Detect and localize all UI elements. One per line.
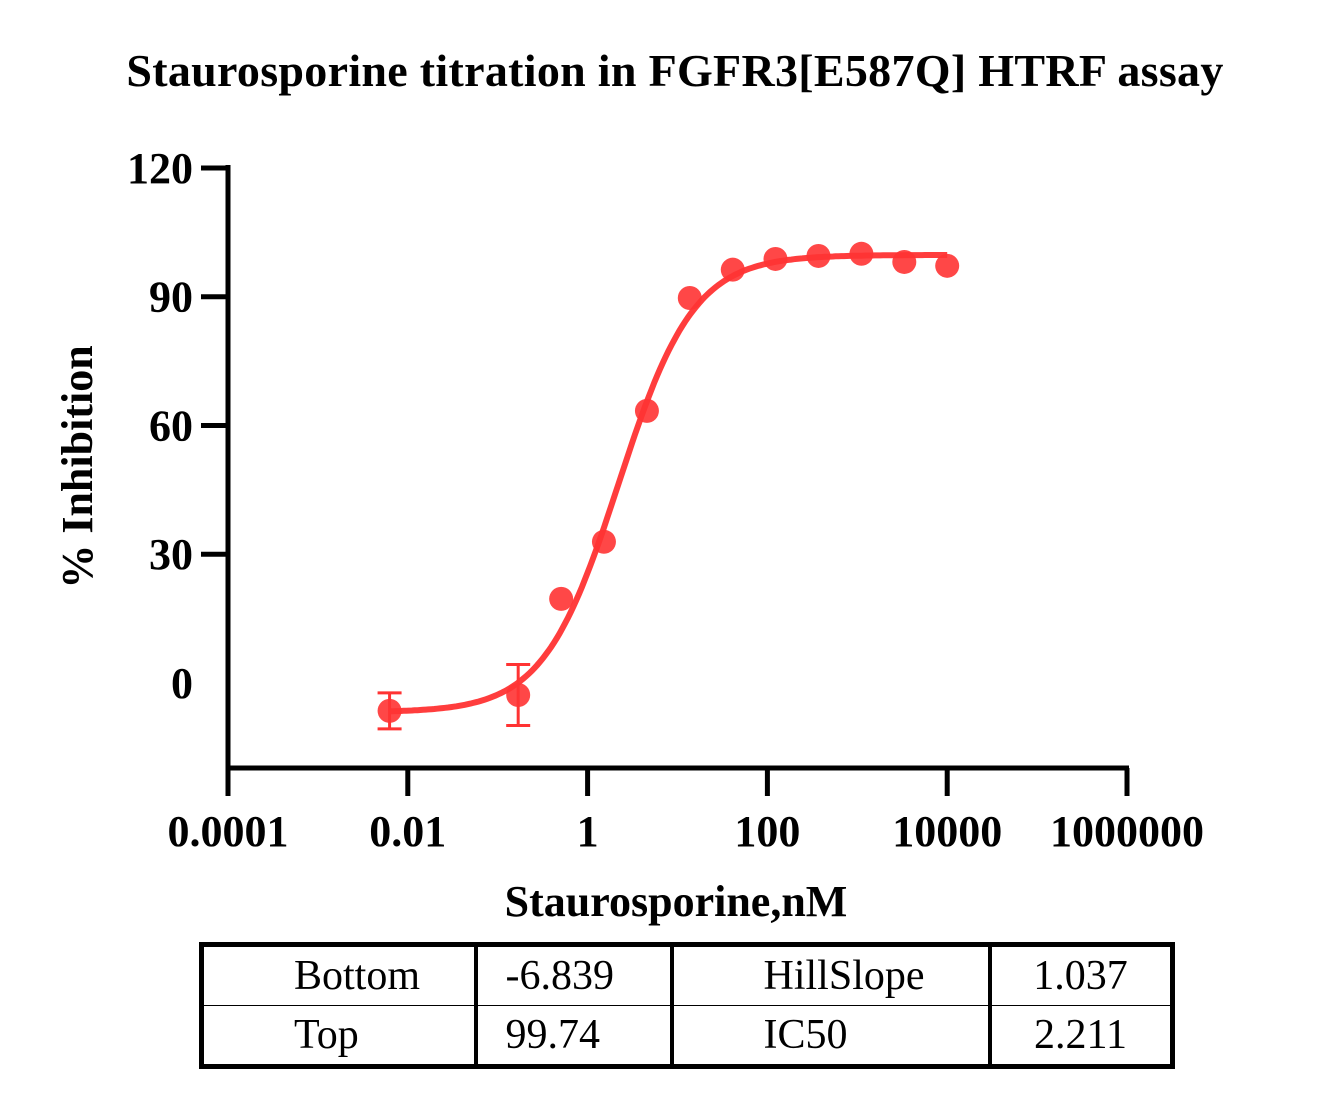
data-point — [634, 398, 659, 423]
fit-parameters-table: Bottom -6.839 HillSlope 1.037 Top 99.74 … — [199, 942, 1175, 1069]
data-point — [720, 257, 745, 282]
data-point — [935, 253, 960, 278]
x-tick-label: 0.0001 — [168, 807, 289, 856]
data-point — [677, 286, 702, 311]
table-row: Top 99.74 IC50 2.211 — [201, 1005, 1173, 1067]
x-tick-label: 10000 — [892, 807, 1002, 856]
y-tick-label: 30 — [149, 530, 193, 579]
x-tick-label: 1000000 — [1050, 807, 1204, 856]
data-point — [763, 246, 788, 271]
x-axis-label: Staurosporine,nM — [505, 877, 848, 926]
data-point — [806, 243, 831, 268]
param-value-top: 99.74 — [475, 1005, 674, 1067]
y-tick-label: 60 — [149, 401, 193, 450]
data-point — [506, 683, 531, 708]
y-tick-label: 90 — [149, 273, 193, 322]
param-label-hillslope: HillSlope — [671, 944, 992, 1006]
y-tick-label: 0 — [171, 659, 193, 708]
x-ticks: 0.0001 0.01 1 100 10000 1000000 — [168, 768, 1204, 856]
data-point — [849, 241, 874, 266]
param-label-bottom: Bottom — [201, 944, 478, 1006]
param-label-top: Top — [201, 1005, 478, 1067]
data-point — [549, 586, 574, 611]
y-tick-label: 120 — [127, 144, 193, 193]
param-value-ic50: 2.211 — [989, 1005, 1173, 1067]
x-tick-label: 0.01 — [369, 807, 446, 856]
axes — [225, 165, 1129, 771]
data-point — [892, 249, 917, 274]
x-tick-label: 1 — [577, 807, 599, 856]
table-row: Bottom -6.839 HillSlope 1.037 — [201, 944, 1173, 1006]
param-value-bottom: -6.839 — [475, 944, 674, 1006]
y-axis-label: % Inhibition — [53, 345, 102, 588]
y-ticks: 0 30 60 90 120 — [127, 144, 228, 708]
data-point — [591, 529, 616, 554]
chart-title: Staurosporine titration in FGFR3[E587Q] … — [126, 45, 1224, 96]
data-point — [377, 698, 402, 723]
x-tick-label: 100 — [734, 807, 800, 856]
fit-curve — [389, 252, 948, 715]
param-value-hillslope: 1.037 — [989, 944, 1173, 1006]
param-label-ic50: IC50 — [671, 1005, 992, 1067]
data-points — [377, 241, 960, 723]
